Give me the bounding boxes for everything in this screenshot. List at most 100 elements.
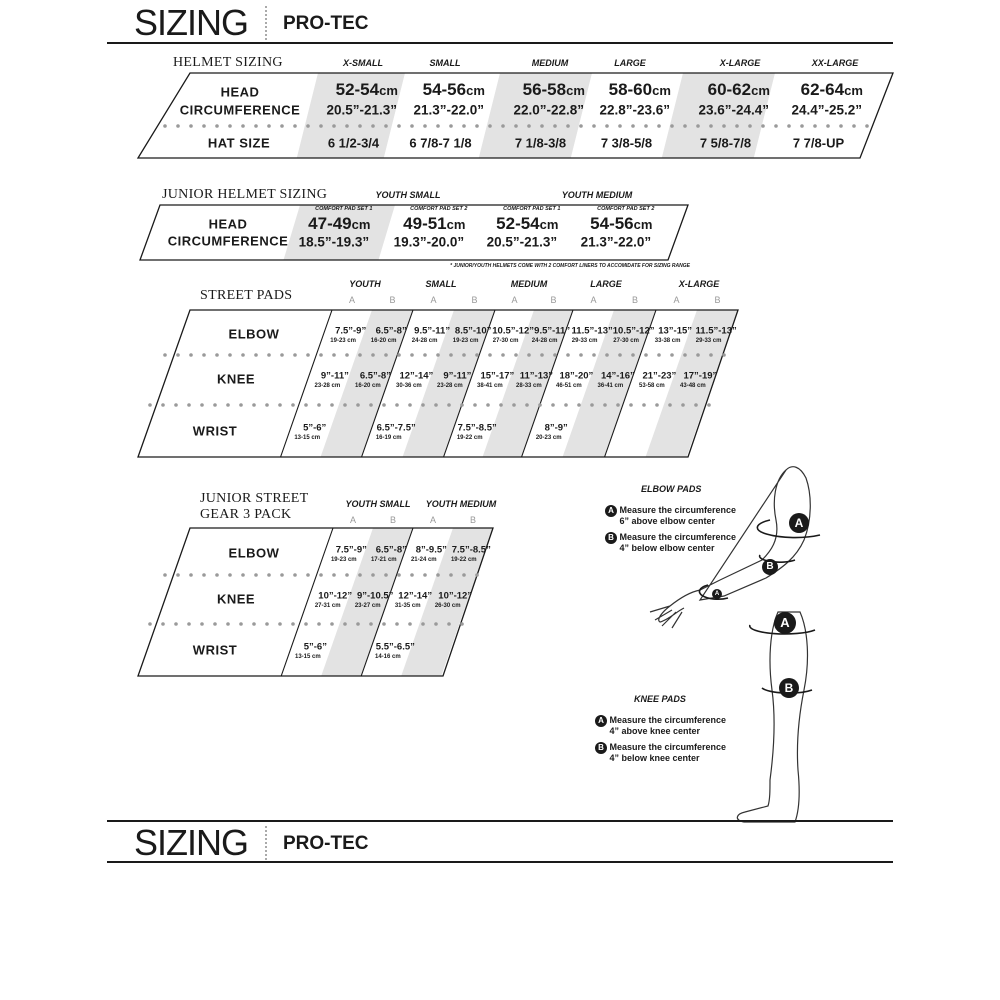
elbow-size-inches: 7.5”-9” bbox=[335, 325, 367, 337]
row-separator-dot bbox=[540, 353, 544, 357]
row-separator-dot bbox=[291, 622, 295, 626]
head-cm-value: 54-56cm bbox=[423, 80, 485, 100]
row-separator-dot bbox=[512, 403, 516, 407]
row-label-circumference: CIRCUMFERENCE bbox=[167, 233, 289, 249]
row-separator-dot bbox=[475, 353, 479, 357]
row-separator-dot bbox=[722, 353, 726, 357]
wrist-size-inches: 5”-6” bbox=[303, 422, 327, 434]
knee-size-inches: 17”-19” bbox=[683, 370, 718, 382]
row-separator-dot bbox=[709, 124, 713, 128]
wrist-size-inches: 5.5”-6.5” bbox=[375, 641, 415, 653]
row-separator-dot bbox=[382, 622, 386, 626]
elbow-legend-a: A Measure the circumference 6” above elbo… bbox=[605, 505, 736, 527]
row-label-elbow: ELBOW bbox=[228, 545, 280, 561]
row-separator-dot bbox=[369, 403, 373, 407]
row-separator-dot bbox=[657, 124, 661, 128]
head-inch-value: 18.5”-19.3” bbox=[298, 234, 370, 250]
row-separator-dot bbox=[488, 124, 492, 128]
badge-b: B bbox=[595, 742, 607, 754]
row-separator-dot bbox=[447, 622, 451, 626]
row-separator-dot bbox=[306, 573, 310, 577]
cm-range: 54-56 bbox=[422, 80, 467, 99]
brand-logo: PRO-TEC bbox=[283, 13, 369, 34]
shaded-column bbox=[645, 310, 738, 457]
elbow-size-cm: 24-28 cm bbox=[411, 338, 438, 344]
legend-line: Measure the circumference bbox=[619, 505, 737, 515]
elbow-size-cm: 21-24 cm bbox=[410, 557, 437, 563]
row-separator-dot bbox=[462, 573, 466, 577]
row-label-elbow: ELBOW bbox=[228, 326, 280, 342]
knee-size-cm: 23-28 cm bbox=[437, 383, 463, 389]
row-separator-dot bbox=[538, 403, 542, 407]
row-separator-dot bbox=[748, 124, 752, 128]
row-separator-dot bbox=[436, 353, 440, 357]
row-separator-dot bbox=[384, 124, 388, 128]
row-separator-dot bbox=[473, 403, 477, 407]
cm-unit: cm bbox=[539, 217, 559, 232]
row-separator-dot bbox=[618, 353, 622, 357]
knee-size-cm: 43-48 cm bbox=[680, 383, 706, 389]
wrist-size-inches: 7.5”-8.5” bbox=[457, 422, 497, 434]
elbow-size-inches: 7.5”-9” bbox=[335, 544, 367, 556]
row-separator-dot bbox=[304, 403, 308, 407]
row-separator-dot bbox=[228, 353, 232, 357]
row-separator-dot bbox=[226, 403, 230, 407]
row-separator-dot bbox=[579, 124, 583, 128]
row-separator-dot bbox=[668, 403, 672, 407]
cm-unit: cm bbox=[751, 83, 770, 98]
elbow-size-inches: 13”-15” bbox=[658, 325, 693, 337]
hat-size-value: 7 5/8-7/8 bbox=[699, 135, 752, 151]
knee-size-inches: 15”-17” bbox=[480, 370, 515, 382]
row-separator-dot bbox=[148, 622, 152, 626]
row-separator-dot bbox=[462, 353, 466, 357]
row-separator-dot bbox=[332, 573, 336, 577]
row-separator-dot bbox=[696, 353, 700, 357]
head-inch-value: 23.6”-24.4” bbox=[698, 102, 770, 118]
row-separator-dot bbox=[644, 353, 648, 357]
row-separator-dot bbox=[408, 403, 412, 407]
wrist-size-inches: 8”-9” bbox=[544, 422, 568, 434]
row-separator-dot bbox=[839, 124, 843, 128]
legend-line: Measure the circumference bbox=[609, 742, 727, 752]
head-cm-value: 62-64cm bbox=[801, 80, 863, 100]
knee-size-inches: 6.5”-8” bbox=[359, 370, 391, 382]
legend-line: Measure the circumference bbox=[619, 532, 737, 542]
knee-marker-a: A bbox=[774, 612, 796, 634]
wrist-size-inches: 6.5”-7.5” bbox=[376, 422, 416, 434]
elbow-size-cm: 19-22 cm bbox=[450, 557, 477, 563]
row-separator-dot bbox=[436, 124, 440, 128]
shaded-column bbox=[296, 73, 405, 158]
table-border bbox=[137, 309, 739, 458]
header-rule bbox=[107, 42, 893, 44]
row-separator-dot bbox=[293, 353, 297, 357]
row-separator-dot bbox=[176, 353, 180, 357]
row-separator-dot bbox=[202, 124, 206, 128]
row-separator-dot bbox=[434, 403, 438, 407]
column-divider bbox=[443, 309, 496, 458]
wrist-size-cm: 16-19 cm bbox=[375, 435, 402, 441]
row-label-knee: KNEE bbox=[216, 371, 256, 387]
sub-column-b: B bbox=[469, 515, 477, 525]
knee-size-cm: 30-36 cm bbox=[396, 383, 422, 389]
row-separator-dot bbox=[187, 622, 191, 626]
row-separator-dot bbox=[722, 124, 726, 128]
row-separator-dot bbox=[345, 573, 349, 577]
sub-column-b: B bbox=[550, 295, 557, 305]
row-separator-dot bbox=[590, 403, 594, 407]
row-separator-dot bbox=[449, 573, 453, 577]
cm-range: 54-56 bbox=[590, 214, 634, 233]
elbow-size-cm: 24-28 cm bbox=[531, 338, 558, 344]
sub-column-b: B bbox=[631, 295, 639, 305]
row-separator-dot bbox=[265, 622, 269, 626]
wrist-marker: A bbox=[712, 589, 722, 599]
column-header-size: LARGE bbox=[590, 279, 622, 289]
knee-size-inches: 9”-11” bbox=[443, 370, 472, 382]
hat-size-value: 6 1/2-3/4 bbox=[327, 135, 380, 151]
row-separator-dot bbox=[395, 622, 399, 626]
knee-size-cm: 46-51 cm bbox=[556, 383, 582, 389]
elbow-size-cm: 27-30 cm bbox=[492, 338, 519, 344]
row-separator-dot bbox=[421, 622, 425, 626]
row-separator-dot bbox=[642, 403, 646, 407]
cm-unit: cm bbox=[351, 217, 371, 232]
